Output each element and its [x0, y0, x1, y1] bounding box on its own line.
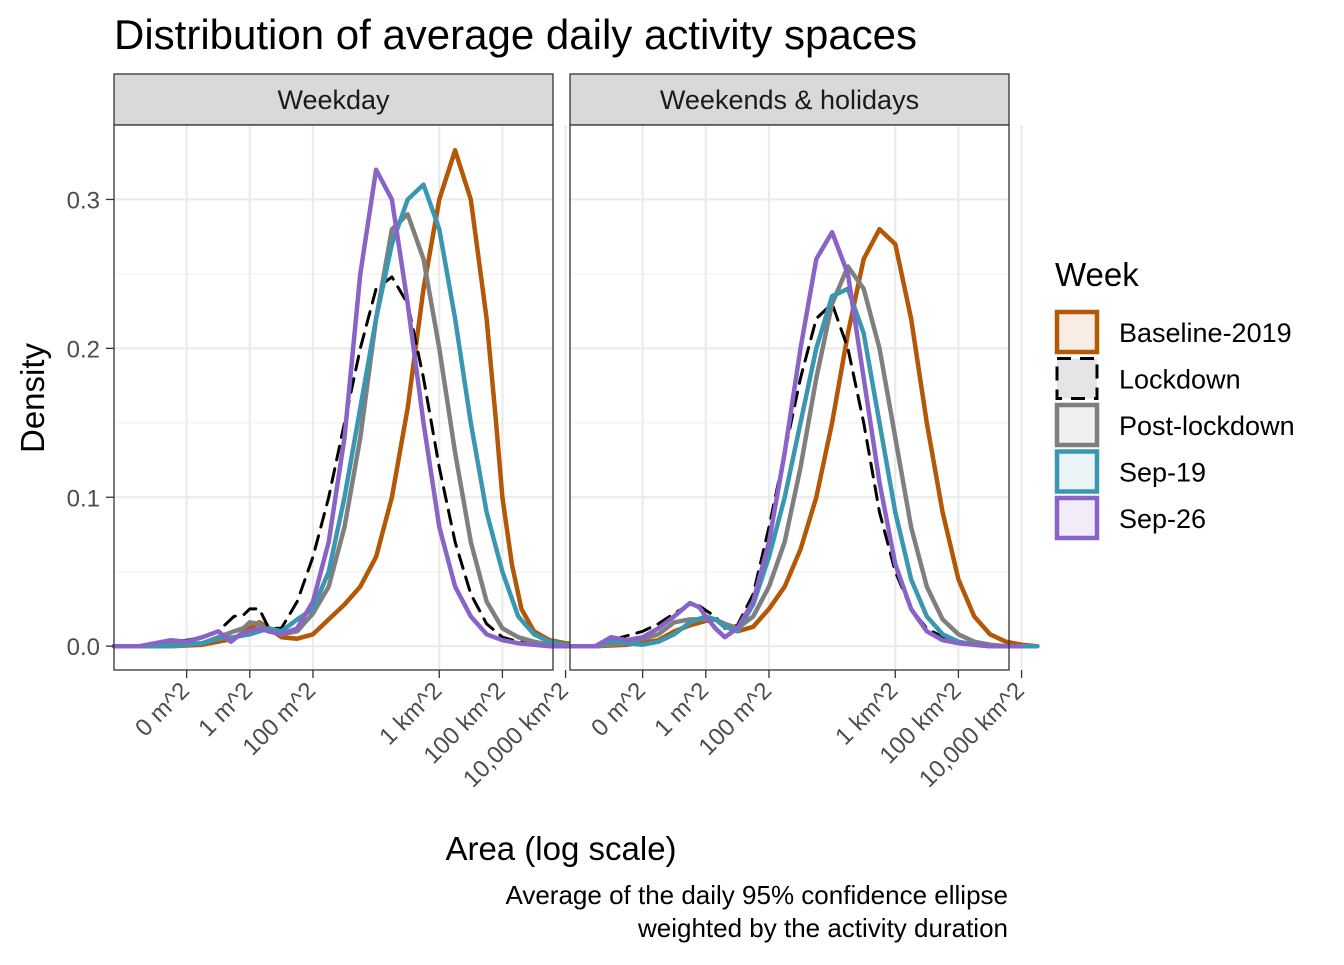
x-axis-title: Area (log scale)	[445, 830, 676, 867]
plot-background	[570, 125, 1009, 670]
density-line-sep-26	[567, 229, 1024, 649]
legend-label: Lockdown	[1119, 365, 1241, 395]
panel-border	[569, 124, 1010, 671]
legend-swatch	[1054, 402, 1100, 448]
y-tick-label: 0.2	[67, 336, 100, 363]
plot-background	[114, 125, 553, 670]
legend-swatch	[1054, 495, 1100, 541]
x-tick-label: 0 m^2	[130, 677, 195, 742]
legend-title: Week	[1055, 256, 1139, 293]
legend-key-baseline-2019: Baseline-2019	[1054, 309, 1292, 355]
facet-strip	[569, 73, 1010, 126]
caption-line-2: weighted by the activity duration	[637, 913, 1008, 943]
chart-title: Distribution of average daily activity s…	[114, 11, 917, 58]
legend-key-lockdown: Lockdown	[1055, 357, 1241, 400]
y-tick-label: 0.0	[67, 634, 100, 661]
facet-strip-label: Weekday	[277, 85, 390, 115]
legend-swatch	[1054, 449, 1100, 494]
panel-border	[113, 124, 554, 671]
y-tick-label: 0.3	[67, 187, 100, 214]
legend-key-sep-26: Sep-26	[1054, 495, 1206, 541]
legend-label: Sep-26	[1119, 504, 1206, 534]
legend-label: Post-lockdown	[1119, 411, 1295, 441]
caption-line-1: Average of the daily 95% confidence elli…	[505, 880, 1008, 910]
density-line-post-lockdown	[111, 212, 584, 649]
density-line-lockdown	[568, 302, 1024, 648]
y-tick-label: 0.1	[67, 485, 100, 512]
y-axis-title: Density	[14, 342, 51, 453]
density-line-sep-26	[111, 167, 568, 649]
legend-key-sep-19: Sep-19	[1054, 449, 1206, 494]
density-line-post-lockdown	[567, 264, 1040, 649]
legend-label: Baseline-2019	[1119, 318, 1292, 348]
facet-strip-label: Weekends & holidays	[660, 85, 919, 115]
facet-strip	[113, 73, 554, 126]
legend: Week Baseline-2019 Lockdown Post-lockdown S…	[1054, 256, 1295, 541]
legend-swatch	[1055, 357, 1099, 400]
legend-key-post-lockdown: Post-lockdown	[1054, 402, 1295, 448]
legend-label: Sep-19	[1119, 458, 1206, 488]
legend-swatch	[1054, 309, 1100, 355]
x-tick-label: 0 m^2	[586, 677, 651, 742]
